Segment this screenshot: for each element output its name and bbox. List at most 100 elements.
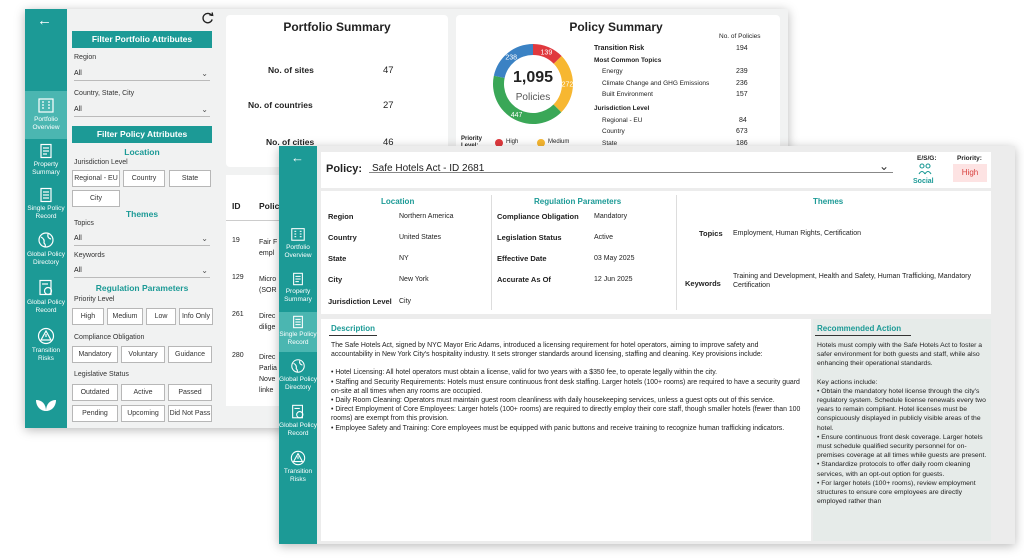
table-cell-policy[interactable]: Micro (SOR bbox=[259, 276, 277, 294]
sites-value: 47 bbox=[383, 65, 394, 76]
compliance-chip[interactable]: Voluntary bbox=[121, 346, 165, 363]
effective-date-label: Effective Date bbox=[497, 254, 547, 263]
back-arrow-icon[interactable]: ← bbox=[291, 150, 304, 165]
legend-medium-swatch bbox=[537, 139, 545, 147]
legislative-chip[interactable]: Did Not Pass bbox=[168, 405, 212, 422]
region-value: Northern America bbox=[399, 213, 454, 220]
topic-label: Climate Change and GHG Emissions bbox=[602, 80, 710, 87]
legislative-chip[interactable]: Passed bbox=[168, 384, 212, 401]
policies-col-header: No. of Policies bbox=[719, 33, 761, 40]
priority-chip[interactable]: High bbox=[72, 308, 104, 325]
table-cell-policy[interactable]: Fair F empl bbox=[259, 239, 278, 257]
globe-icon bbox=[38, 232, 54, 248]
legislative-chip[interactable]: Pending bbox=[72, 405, 118, 422]
nav-global-policy-record[interactable]: Global Policy Record bbox=[279, 404, 317, 448]
jurisdiction-row-value: 84 bbox=[739, 117, 747, 124]
building-icon bbox=[38, 98, 54, 113]
nav-global-policy-directory[interactable]: Global Policy Directory bbox=[279, 358, 317, 402]
jurisdiction-chip[interactable]: State bbox=[169, 170, 211, 187]
priority-chip[interactable]: Low bbox=[146, 308, 176, 325]
description-title: Description bbox=[331, 324, 376, 333]
back-arrow-icon[interactable]: ← bbox=[37, 12, 52, 29]
recommended-bullet: • For larger hotels (100+ rooms), review… bbox=[817, 479, 976, 506]
legislation-status-value: Active bbox=[594, 234, 614, 241]
accurate-as-of-value: 12 Jun 2025 bbox=[594, 276, 633, 283]
sites-label: No. of sites bbox=[268, 65, 314, 75]
nav-single-policy-record[interactable]: Single Policy Record bbox=[25, 187, 67, 227]
keywords-label: Keywords bbox=[685, 279, 721, 288]
nav-property-summary[interactable]: Property Summary bbox=[279, 272, 317, 312]
topic-label: Built Environment bbox=[602, 91, 653, 98]
table-cell-id: 129 bbox=[232, 274, 244, 281]
topics-dropdown[interactable]: All ⌄ bbox=[74, 232, 210, 246]
legislative-chip[interactable]: Outdated bbox=[72, 384, 118, 401]
table-cell-id: 19 bbox=[232, 237, 240, 244]
legend-medium-label: Medium bbox=[548, 139, 570, 145]
nav-portfolio-overview[interactable]: Portfolio Overview bbox=[25, 91, 67, 139]
priority-chip[interactable]: Info Only bbox=[179, 308, 213, 325]
table-header-id: ID bbox=[232, 201, 241, 211]
description-bullet: • Daily Room Cleaning: Operators must ma… bbox=[331, 397, 775, 405]
region-value: All bbox=[74, 70, 82, 77]
table-cell-id: 280 bbox=[232, 352, 244, 359]
priority-badge: High bbox=[953, 164, 987, 182]
table-header-policy: Polic bbox=[259, 201, 280, 211]
compliance-chip[interactable]: Mandatory bbox=[72, 346, 118, 363]
keywords-dropdown[interactable]: All ⌄ bbox=[74, 264, 210, 278]
policy-label: Policy: bbox=[326, 163, 363, 175]
recommended-bullet: • Standardize protocols to offer daily r… bbox=[817, 461, 971, 478]
region-dropdown[interactable]: All ⌄ bbox=[74, 67, 210, 81]
nav-label: Global Policy Directory bbox=[27, 251, 65, 266]
esg-value: Social bbox=[913, 178, 934, 185]
country-dropdown[interactable]: All ⌄ bbox=[74, 103, 210, 117]
regulation-title: Regulation Parameters bbox=[95, 283, 189, 293]
policy-details-card: Location Region Northern America Country… bbox=[321, 191, 991, 314]
donut-segment-medium[interactable] bbox=[553, 56, 573, 113]
nav-property-summary[interactable]: Property Summary bbox=[25, 143, 67, 183]
sidebar: ← Portfolio Overview Property Summary Si… bbox=[25, 9, 67, 428]
legislative-chip[interactable]: Upcoming bbox=[121, 405, 165, 422]
esg-label: E/S/G: bbox=[917, 155, 937, 162]
globe-document-icon bbox=[39, 279, 53, 296]
jurisdiction-chip[interactable]: Regional - EU bbox=[72, 170, 120, 187]
policy-dropdown[interactable]: Safe Hotels Act - ID 2681 ⌄ bbox=[369, 155, 893, 174]
donut-segment-high[interactable] bbox=[533, 44, 562, 64]
nav-global-policy-directory[interactable]: Global Policy Directory bbox=[25, 231, 67, 275]
compliance-chip[interactable]: Guidance bbox=[168, 346, 212, 363]
nav-transition-risks[interactable]: Transition Risks bbox=[279, 450, 317, 490]
description-bullet: • Staffing and Security Requirements: Ho… bbox=[331, 378, 800, 395]
nav-label: Transition Risks bbox=[31, 347, 61, 362]
nav-single-policy-record[interactable]: Single Policy Record bbox=[279, 312, 317, 352]
chevron-down-icon: ⌄ bbox=[201, 69, 208, 78]
table-divider bbox=[226, 220, 286, 221]
table-cell-policy[interactable]: Direc dilige bbox=[259, 313, 276, 331]
location-title: Location bbox=[124, 147, 160, 157]
portfolio-summary-title: Portfolio Summary bbox=[283, 20, 391, 34]
nav-label: Portfolio Overview bbox=[32, 116, 60, 131]
jurisdiction-chip[interactable]: Country bbox=[123, 170, 165, 187]
description-body: The Safe Hotels Act, signed by NYC Mayor… bbox=[331, 341, 801, 433]
description-underline bbox=[329, 335, 377, 336]
recommended-underline bbox=[815, 335, 911, 336]
country-label: Country bbox=[328, 233, 357, 242]
donut-segment-low[interactable] bbox=[493, 75, 562, 124]
recommended-intro: Hotels must comply with the Safe Hotels … bbox=[817, 342, 983, 368]
donut-segment-info-only[interactable] bbox=[493, 44, 533, 79]
recommended-spacer bbox=[817, 369, 987, 378]
single-policy-record-window: ← Portfolio Overview Property Summary Si… bbox=[279, 146, 1015, 544]
recommended-body: Hotels must comply with the Safe Hotels … bbox=[817, 341, 987, 506]
chevron-down-icon: ⌄ bbox=[878, 159, 889, 173]
topic-value: 239 bbox=[736, 68, 748, 75]
document-list-icon bbox=[293, 315, 303, 329]
nav-global-policy-record[interactable]: Global Policy Record bbox=[25, 279, 67, 323]
refresh-icon[interactable] bbox=[201, 12, 214, 25]
nav-portfolio-overview[interactable]: Portfolio Overview bbox=[279, 226, 317, 266]
nav-label: Global Policy Record bbox=[27, 299, 65, 314]
priority-chip[interactable]: Medium bbox=[107, 308, 143, 325]
table-cell-policy[interactable]: Direc Parlia Nove linke bbox=[259, 354, 277, 394]
legislation-status-label: Legislation Status bbox=[497, 233, 562, 242]
legislative-chip[interactable]: Active bbox=[121, 384, 165, 401]
column-divider bbox=[676, 195, 677, 310]
nav-transition-risks[interactable]: Transition Risks bbox=[25, 327, 67, 367]
jurisdiction-chip[interactable]: City bbox=[72, 190, 120, 207]
